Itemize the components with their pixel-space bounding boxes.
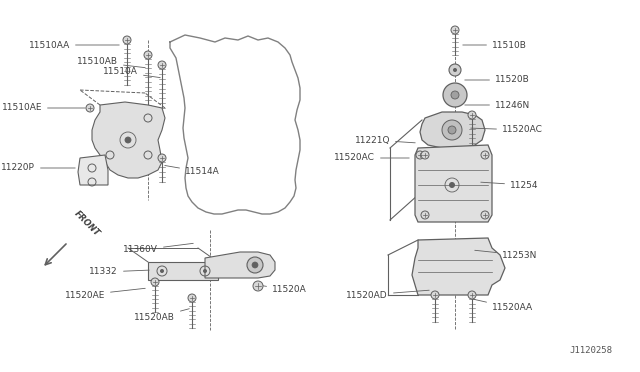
Circle shape xyxy=(252,262,258,268)
Circle shape xyxy=(247,257,263,273)
Text: 11332: 11332 xyxy=(90,267,149,276)
Circle shape xyxy=(431,291,439,299)
Text: 11520A: 11520A xyxy=(260,285,307,295)
Text: 11520AD: 11520AD xyxy=(346,290,429,299)
Text: 11360V: 11360V xyxy=(123,243,193,254)
Circle shape xyxy=(451,91,459,99)
Polygon shape xyxy=(78,155,108,185)
Circle shape xyxy=(449,182,455,188)
Text: 11510A: 11510A xyxy=(103,67,160,78)
Text: 11220P: 11220P xyxy=(1,164,76,173)
Circle shape xyxy=(453,68,457,72)
Circle shape xyxy=(451,26,459,34)
Text: 11520AB: 11520AB xyxy=(134,309,189,323)
Circle shape xyxy=(160,269,164,273)
Circle shape xyxy=(449,64,461,76)
Circle shape xyxy=(416,151,424,159)
FancyBboxPatch shape xyxy=(148,262,218,280)
Text: 11520AC: 11520AC xyxy=(471,125,543,135)
Text: 11253N: 11253N xyxy=(475,250,538,260)
Text: 11510B: 11510B xyxy=(463,41,527,49)
Circle shape xyxy=(203,269,207,273)
Text: 11246N: 11246N xyxy=(465,100,531,109)
Text: 11510AA: 11510AA xyxy=(29,41,119,49)
Text: 11520AE: 11520AE xyxy=(65,288,145,299)
Polygon shape xyxy=(415,145,492,222)
Circle shape xyxy=(123,36,131,44)
Text: 11510AB: 11510AB xyxy=(77,58,145,68)
Circle shape xyxy=(468,291,476,299)
Text: 11510AE: 11510AE xyxy=(1,103,85,112)
Polygon shape xyxy=(412,238,505,295)
Circle shape xyxy=(421,211,429,219)
Text: 11520AC: 11520AC xyxy=(334,154,409,163)
Circle shape xyxy=(151,278,159,286)
Circle shape xyxy=(481,151,489,159)
Circle shape xyxy=(158,61,166,69)
Circle shape xyxy=(443,83,467,107)
Polygon shape xyxy=(92,102,165,178)
Circle shape xyxy=(144,51,152,59)
Circle shape xyxy=(481,211,489,219)
Circle shape xyxy=(188,294,196,302)
Circle shape xyxy=(86,104,94,112)
Text: 11514A: 11514A xyxy=(164,166,220,176)
Text: FRONT: FRONT xyxy=(72,209,101,238)
Circle shape xyxy=(125,137,131,143)
Circle shape xyxy=(442,120,462,140)
Circle shape xyxy=(421,151,429,159)
Polygon shape xyxy=(420,112,485,148)
Text: 11520B: 11520B xyxy=(465,76,530,84)
Circle shape xyxy=(158,154,166,162)
Text: 11221Q: 11221Q xyxy=(355,135,415,144)
Text: 11254: 11254 xyxy=(481,180,538,189)
Text: 11520AA: 11520AA xyxy=(470,299,533,312)
Circle shape xyxy=(448,126,456,134)
Circle shape xyxy=(468,111,476,119)
Polygon shape xyxy=(205,252,275,278)
Text: J1120258: J1120258 xyxy=(569,346,612,355)
Circle shape xyxy=(253,281,263,291)
